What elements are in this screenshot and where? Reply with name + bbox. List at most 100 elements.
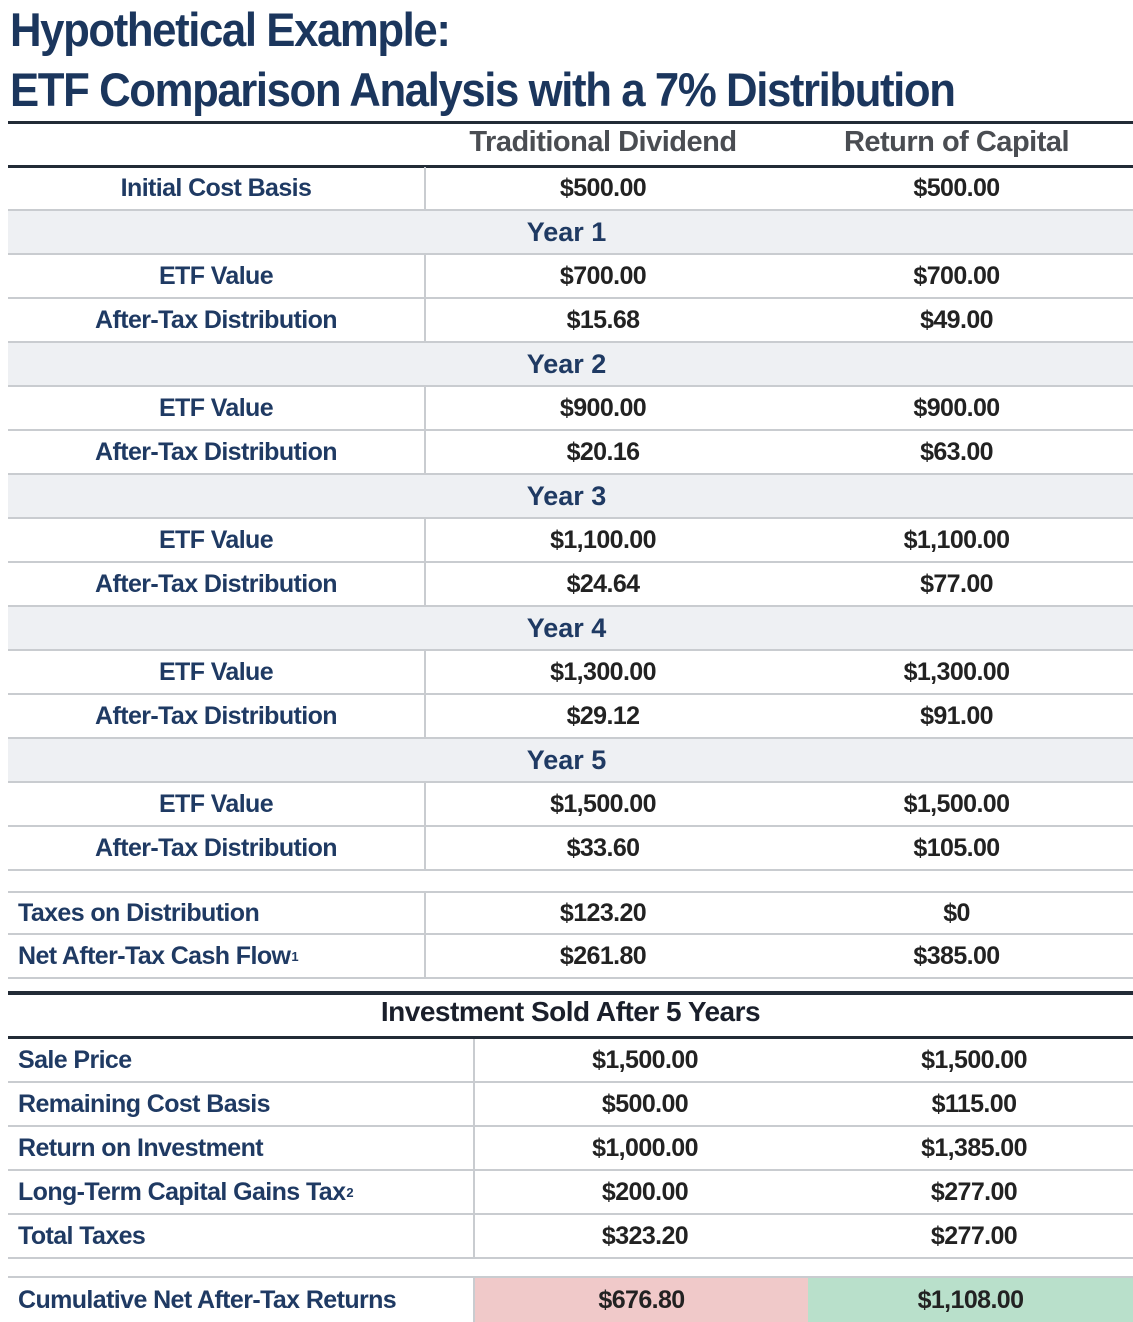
row-label: Return on Investment — [8, 1127, 475, 1169]
traditional-value-text: $1,100.00 — [550, 525, 656, 554]
roc-value-text: $1,108.00 — [917, 1285, 1024, 1314]
title-rule — [8, 121, 1133, 124]
roc-value: $277.00 — [815, 1215, 1133, 1257]
roc-value-text: $700.00 — [913, 261, 1000, 290]
roc-value: $385.00 — [780, 935, 1133, 977]
table-row-etf-value: ETF Value $1,300.00 $1,300.00 — [8, 651, 1133, 695]
row-label-text: Long-Term Capital Gains Tax — [18, 1177, 346, 1206]
traditional-value: $900.00 — [426, 387, 780, 429]
roc-value: $277.00 — [815, 1171, 1133, 1213]
traditional-value: $1,300.00 — [426, 651, 780, 693]
row-label: Net After-Tax Cash Flow 1 — [8, 935, 426, 977]
roc-value: $49.00 — [780, 299, 1133, 341]
row-label-text: ETF Value — [158, 525, 274, 554]
traditional-value-text: $123.20 — [559, 898, 647, 927]
roc-value: $900.00 — [780, 387, 1133, 429]
traditional-value: $500.00 — [426, 167, 780, 209]
traditional-value-text: $1,300.00 — [550, 657, 656, 686]
header-rule — [8, 165, 1133, 168]
row-label-text: Total Taxes — [18, 1221, 146, 1250]
roc-value-text: $277.00 — [930, 1177, 1018, 1206]
row-label: Cumulative Net After-Tax Returns — [8, 1278, 475, 1322]
roc-value-text: $1,100.00 — [903, 525, 1010, 554]
table-row-etf-value: ETF Value $700.00 $700.00 — [8, 255, 1133, 299]
row-label: ETF Value — [8, 651, 426, 693]
traditional-value-text: $1,500.00 — [550, 789, 656, 818]
roc-value-text: $77.00 — [920, 569, 993, 598]
traditional-value: $1,500.00 — [475, 1039, 815, 1081]
row-label: ETF Value — [8, 255, 426, 297]
page-title-line-1: Hypothetical Example: — [10, 3, 451, 56]
column-header-traditional-dividend: Traditional Dividend — [469, 126, 737, 158]
row-label: Taxes on Distribution — [8, 893, 426, 933]
traditional-value: $500.00 — [475, 1083, 815, 1125]
row-label: After-Tax Distribution — [8, 695, 426, 737]
roc-value: $105.00 — [780, 827, 1133, 869]
traditional-value: $24.64 — [426, 563, 780, 605]
traditional-value: $700.00 — [426, 255, 780, 297]
roc-value-text: $1,500.00 — [903, 789, 1010, 818]
table-row-cumulative: Cumulative Net After-Tax Returns $676.80 $… — [8, 1276, 1133, 1322]
row-label: ETF Value — [8, 519, 426, 561]
table-row-after-tax: After-Tax Distribution $24.64 $77.00 — [8, 563, 1133, 607]
traditional-value-text: $261.80 — [559, 941, 647, 970]
traditional-value: $1,000.00 — [475, 1127, 815, 1169]
roc-value: $1,500.00 — [780, 783, 1133, 825]
traditional-value-text: $676.80 — [598, 1285, 685, 1314]
row-label: Initial Cost Basis — [8, 167, 426, 209]
roc-value-text: $500.00 — [913, 173, 1000, 202]
year-label: Year 5 — [526, 744, 607, 775]
roc-value: $500.00 — [780, 167, 1133, 209]
row-label: Long-Term Capital Gains Tax 2 — [8, 1171, 475, 1213]
row-label: ETF Value — [8, 783, 426, 825]
roc-value-text: $0 — [943, 898, 970, 927]
roc-value: $1,108.00 — [808, 1278, 1133, 1322]
roc-value: $1,385.00 — [815, 1127, 1133, 1169]
row-label-text: After-Tax Distribution — [95, 833, 337, 862]
column-header-return-of-capital: Return of Capital — [843, 126, 1070, 158]
table-row-etf-value: ETF Value $1,500.00 $1,500.00 — [8, 783, 1133, 827]
roc-value: $0 — [780, 893, 1133, 933]
traditional-value: $20.16 — [426, 431, 780, 473]
roc-value-text: $49.00 — [920, 305, 993, 334]
year-band-row: Year 4 — [8, 607, 1133, 651]
roc-value-text: $105.00 — [913, 833, 1000, 862]
row-label: After-Tax Distribution — [8, 563, 426, 605]
roc-value: $1,300.00 — [780, 651, 1133, 693]
roc-value-text: $91.00 — [920, 701, 993, 730]
roc-value: $700.00 — [780, 255, 1133, 297]
traditional-value-text: $200.00 — [601, 1177, 689, 1206]
row-label-text: Sale Price — [18, 1045, 132, 1074]
traditional-value-text: $323.20 — [601, 1221, 689, 1250]
traditional-value: $33.60 — [426, 827, 780, 869]
table-row-after-tax: After-Tax Distribution $33.60 $105.00 — [8, 827, 1133, 871]
traditional-value: $1,500.00 — [426, 783, 780, 825]
roc-value: $91.00 — [780, 695, 1133, 737]
traditional-value-text: $1,000.00 — [592, 1133, 698, 1162]
traditional-value-text: $700.00 — [559, 261, 647, 290]
table-row-initial: Initial Cost Basis $500.00 $500.00 — [8, 167, 1133, 211]
row-label-text: After-Tax Distribution — [95, 437, 337, 466]
traditional-value: $29.12 — [426, 695, 780, 737]
table-row-after-tax: After-Tax Distribution $15.68 $49.00 — [8, 299, 1133, 343]
table-row-sold: Long-Term Capital Gains Tax 2 $200.00 $277.… — [8, 1171, 1133, 1215]
table-row-sold: Sale Price $1,500.00 $1,500.00 — [8, 1039, 1133, 1083]
roc-value-text: $1,500.00 — [921, 1045, 1027, 1074]
row-label: Sale Price — [8, 1039, 475, 1081]
row-label: After-Tax Distribution — [8, 827, 426, 869]
roc-value: $1,100.00 — [780, 519, 1133, 561]
roc-value: $63.00 — [780, 431, 1133, 473]
traditional-value: $123.20 — [426, 893, 780, 933]
traditional-value-text: $1,500.00 — [592, 1045, 698, 1074]
traditional-value-text: $500.00 — [559, 173, 647, 202]
traditional-value: $261.80 — [426, 935, 780, 977]
year-band-row: Year 1 — [8, 211, 1133, 255]
table-row-sold: Remaining Cost Basis $500.00 $115.00 — [8, 1083, 1133, 1127]
row-label-text: Net After-Tax Cash Flow — [18, 941, 291, 970]
row-label-text: After-Tax Distribution — [95, 701, 337, 730]
row-label-text: ETF Value — [158, 657, 274, 686]
row-label: Total Taxes — [8, 1215, 475, 1257]
traditional-value: $200.00 — [475, 1171, 815, 1213]
row-label-text: ETF Value — [158, 261, 274, 290]
year-label: Year 4 — [526, 612, 607, 643]
